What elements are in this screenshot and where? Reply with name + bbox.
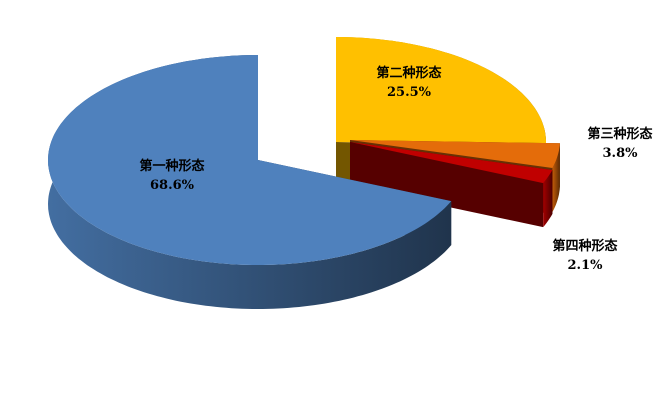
label-slice-4-value: 2.1% [567,258,603,273]
label-slice-2-value: 25.5% [386,85,432,100]
label-slice-2: 第二种形态 25.5% [376,64,441,102]
label-slice-4: 第四种形态 2.1% [552,237,617,275]
label-slice-1: 第一种形态 68.6% [139,157,204,195]
slice-3-side [552,143,560,212]
label-slice-1-value: 68.6% [149,178,195,193]
label-slice-3: 第三种形态 3.8% [587,125,652,163]
label-slice-2-name: 第二种形态 [376,66,442,81]
label-slice-4-name: 第四种形态 [552,239,618,254]
slice-4-side [543,170,553,228]
label-slice-1-name: 第一种形态 [139,159,205,174]
slice-4-top [350,142,553,184]
label-slice-3-value: 3.8% [602,146,638,161]
slice-1-top [48,55,452,265]
label-slice-3-name: 第三种形态 [587,127,653,142]
slice-3-top [350,140,560,168]
slice-4-cut-face-2 [350,142,544,228]
slice-2-top [336,37,546,146]
